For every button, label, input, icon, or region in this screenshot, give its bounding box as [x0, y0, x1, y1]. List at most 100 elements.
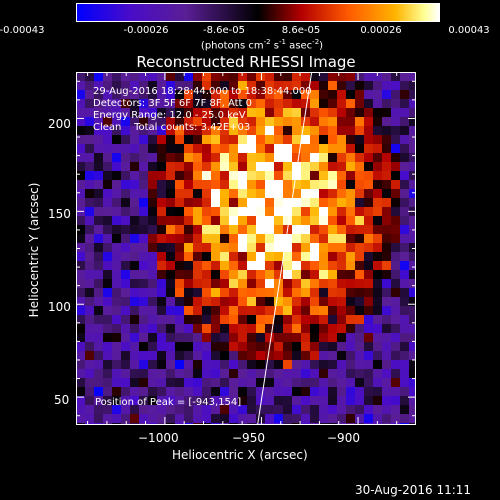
heatmap-cell [229, 153, 239, 163]
heatmap-cell [346, 180, 356, 190]
heatmap-cell [355, 72, 365, 82]
heatmap-cell [256, 126, 266, 136]
heatmap-cell [247, 135, 257, 145]
heatmap-cell [319, 360, 329, 370]
heatmap-cell [382, 72, 392, 82]
heatmap-cell [148, 252, 158, 262]
heatmap-cell [319, 126, 329, 136]
heatmap-cell [292, 306, 302, 316]
heatmap-cell [337, 252, 347, 262]
heatmap-cell [283, 351, 293, 361]
heatmap-cell [337, 126, 347, 136]
heatmap-cell [274, 81, 284, 91]
heatmap-cell [355, 351, 365, 361]
heatmap-cell [220, 306, 230, 316]
heatmap-cell [364, 378, 374, 388]
heatmap-cell [85, 297, 95, 307]
heatmap-cell [247, 324, 257, 334]
heatmap-cell [193, 414, 203, 424]
heatmap-cell [409, 144, 416, 154]
heatmap-cell [157, 99, 167, 109]
heatmap-cell [202, 279, 212, 289]
heatmap-cell [112, 225, 122, 235]
heatmap-cell [283, 180, 293, 190]
heatmap-cell [166, 153, 176, 163]
heatmap-cell [391, 144, 401, 154]
heatmap-cell [364, 216, 374, 226]
heatmap-cell [85, 279, 95, 289]
heatmap-cell [238, 162, 248, 172]
heatmap-cells [76, 72, 416, 425]
heatmap-cell [229, 117, 239, 127]
heatmap-cell [346, 279, 356, 289]
heatmap-cell [283, 207, 293, 217]
heatmap-cell [103, 108, 113, 118]
heatmap-cell [175, 360, 185, 370]
heatmap-cell [103, 117, 113, 127]
heatmap-cell [130, 333, 140, 343]
heatmap-cell [265, 261, 275, 271]
heatmap-cell [256, 351, 266, 361]
heatmap-cell [103, 288, 113, 298]
heatmap-cell [193, 369, 203, 379]
heatmap-cell [229, 360, 239, 370]
heatmap-cell [94, 90, 104, 100]
heatmap-cell [247, 315, 257, 325]
heatmap-cell [283, 333, 293, 343]
heatmap-cell [148, 99, 158, 109]
heatmap-cell [85, 270, 95, 280]
heatmap-cell [148, 396, 158, 406]
heatmap-cell [157, 198, 167, 208]
heatmap-cell [148, 153, 158, 163]
heatmap-cell [310, 315, 320, 325]
heatmap-cell [256, 243, 266, 253]
heatmap-cell [319, 171, 329, 181]
heatmap-cell [301, 189, 311, 199]
heatmap-cell [238, 153, 248, 163]
heatmap-cell [310, 288, 320, 298]
heatmap-cell [373, 153, 383, 163]
heatmap-cell [274, 387, 284, 397]
colorbar [76, 3, 440, 22]
heatmap-cell [301, 126, 311, 136]
heatmap-cell [301, 279, 311, 289]
heatmap-cell [310, 135, 320, 145]
heatmap-cell [301, 243, 311, 253]
heatmap-cell [76, 342, 86, 352]
heatmap-cell [121, 162, 131, 172]
heatmap-cell [121, 126, 131, 136]
heatmap-cell [85, 90, 95, 100]
heatmap-cell [85, 405, 95, 415]
heatmap-cell [328, 171, 338, 181]
heatmap-cell [211, 117, 221, 127]
heatmap-cell [139, 81, 149, 91]
heatmap-cell [184, 234, 194, 244]
heatmap-cell [409, 153, 416, 163]
heatmap-cell [112, 414, 122, 424]
heatmap-cell [310, 342, 320, 352]
heatmap-cell [184, 351, 194, 361]
heatmap-cell [130, 198, 140, 208]
heatmap-cell [247, 243, 257, 253]
heatmap-cell [202, 198, 212, 208]
heatmap-cell [301, 306, 311, 316]
heatmap-cell [382, 180, 392, 190]
heatmap-cell [400, 315, 410, 325]
heatmap-cell [364, 270, 374, 280]
heatmap-cell [337, 99, 347, 109]
heatmap-cell [373, 99, 383, 109]
heatmap-cell [220, 198, 230, 208]
heatmap-cell [211, 135, 221, 145]
heatmap-cell [85, 171, 95, 181]
heatmap-cell [175, 144, 185, 154]
heatmap-cell [112, 162, 122, 172]
heatmap-cell [283, 72, 293, 82]
heatmap-cell [211, 198, 221, 208]
heatmap-cell [346, 342, 356, 352]
heatmap-cell [265, 279, 275, 289]
heatmap-cell [121, 180, 131, 190]
heatmap-cell [112, 144, 122, 154]
heatmap-cell [409, 261, 416, 271]
heatmap-cell [337, 414, 347, 424]
heatmap-cell [391, 342, 401, 352]
